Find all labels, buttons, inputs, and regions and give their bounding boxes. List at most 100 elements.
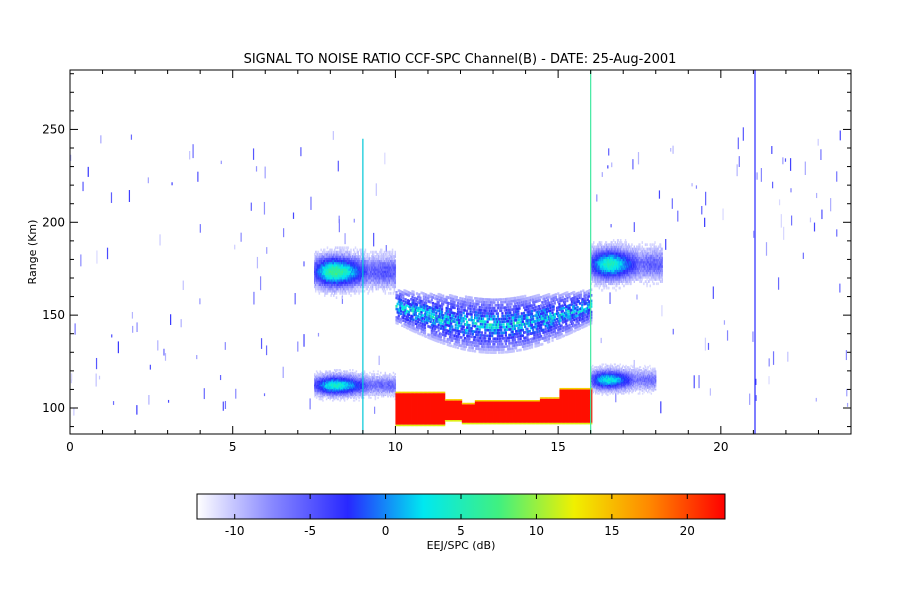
snr-cell bbox=[367, 261, 369, 265]
snr-cell bbox=[377, 259, 379, 263]
snr-cell bbox=[647, 262, 649, 266]
snr-cell bbox=[333, 274, 336, 278]
snr-cell bbox=[347, 270, 350, 274]
snr-cell bbox=[590, 374, 592, 377]
snr-cell bbox=[330, 252, 332, 256]
snr-cell bbox=[643, 267, 645, 270]
snr-cell bbox=[336, 395, 339, 398]
snr-cell bbox=[394, 263, 397, 267]
snr-cell bbox=[348, 387, 350, 390]
snr-cell bbox=[653, 275, 655, 279]
snr-cell bbox=[379, 252, 381, 256]
snr-cell bbox=[389, 287, 391, 291]
snr-cell bbox=[333, 375, 335, 378]
snr-cell bbox=[646, 252, 648, 255]
snr-cell bbox=[353, 371, 356, 374]
snr-cell bbox=[350, 371, 352, 374]
snr-cell bbox=[323, 272, 325, 276]
snr-cell bbox=[611, 278, 613, 281]
snr-cell bbox=[325, 378, 328, 381]
snr-cell bbox=[369, 274, 371, 278]
snr-cell bbox=[321, 276, 323, 280]
snr-cell bbox=[383, 270, 386, 274]
snr-cell bbox=[314, 373, 316, 376]
snr-cell bbox=[634, 275, 636, 279]
snr-cell bbox=[387, 259, 389, 263]
snr-cell bbox=[616, 247, 618, 251]
snr-cell bbox=[319, 385, 321, 388]
snr-cell bbox=[316, 388, 319, 391]
snr-cell bbox=[651, 252, 653, 255]
noise-mark bbox=[294, 293, 296, 305]
snr-cell bbox=[612, 286, 614, 290]
snr-cell bbox=[327, 259, 330, 263]
snr-cell bbox=[380, 255, 382, 258]
snr-cell bbox=[346, 263, 349, 267]
snr-cell bbox=[613, 254, 616, 257]
snr-cell bbox=[660, 260, 663, 264]
snr-cell bbox=[346, 261, 349, 265]
snr-cell bbox=[359, 384, 361, 387]
snr-cell bbox=[358, 377, 360, 380]
noise-mark bbox=[384, 152, 386, 165]
snr-cell bbox=[319, 272, 321, 276]
snr-cell bbox=[620, 256, 622, 260]
snr-cell bbox=[591, 256, 593, 260]
snr-cell bbox=[389, 278, 392, 282]
snr-cell bbox=[327, 396, 330, 399]
snr-cell bbox=[390, 259, 393, 263]
snr-cell bbox=[355, 259, 358, 263]
snr-cell bbox=[387, 268, 389, 271]
snr-cell bbox=[392, 281, 395, 284]
snr-cell bbox=[331, 389, 333, 392]
snr-cell bbox=[643, 260, 646, 264]
snr-cell bbox=[325, 391, 328, 394]
snr-cell bbox=[390, 380, 393, 383]
snr-cell bbox=[591, 377, 593, 380]
snr-cell bbox=[384, 381, 387, 384]
snr-cell bbox=[374, 381, 377, 384]
snr-cell bbox=[622, 275, 624, 279]
snr-cell bbox=[324, 370, 327, 373]
snr-cell bbox=[335, 274, 338, 278]
snr-cell bbox=[342, 378, 344, 381]
snr-cell bbox=[364, 374, 367, 377]
snr-cell bbox=[642, 269, 644, 273]
snr-cell bbox=[353, 381, 356, 384]
snr-cell bbox=[366, 272, 368, 276]
snr-cell bbox=[602, 273, 604, 277]
snr-cell bbox=[345, 388, 348, 391]
snr-cell bbox=[592, 243, 594, 247]
snr-cell bbox=[364, 378, 367, 381]
snr-cell bbox=[595, 269, 597, 273]
snr-cell bbox=[601, 267, 603, 270]
snr-cell bbox=[603, 280, 605, 283]
snr-cell bbox=[368, 270, 370, 274]
snr-cell bbox=[350, 248, 352, 252]
snr-cell bbox=[609, 247, 612, 251]
snr-cell bbox=[599, 262, 601, 266]
snr-cell bbox=[394, 389, 397, 392]
snr-cell bbox=[633, 245, 636, 249]
snr-cell bbox=[344, 291, 347, 295]
snr-cell bbox=[327, 384, 330, 387]
snr-cell bbox=[393, 389, 396, 392]
snr-cell bbox=[327, 381, 330, 384]
snr-cell bbox=[348, 374, 350, 377]
snr-cell bbox=[590, 282, 593, 286]
snr-cell bbox=[382, 391, 385, 394]
snr-cell bbox=[594, 385, 596, 388]
snr-cell bbox=[367, 285, 369, 289]
snr-cell bbox=[614, 260, 616, 264]
snr-cell bbox=[364, 281, 367, 284]
snr-cell bbox=[346, 281, 349, 284]
snr-cell bbox=[373, 374, 376, 377]
snr-cell bbox=[393, 392, 396, 395]
snr-cell bbox=[353, 289, 356, 293]
snr-cell bbox=[394, 272, 397, 276]
snr-cell bbox=[364, 270, 367, 274]
snr-cell bbox=[366, 261, 368, 265]
snr-cell bbox=[353, 399, 356, 402]
snr-cell bbox=[600, 273, 602, 277]
snr-cell bbox=[317, 375, 320, 378]
